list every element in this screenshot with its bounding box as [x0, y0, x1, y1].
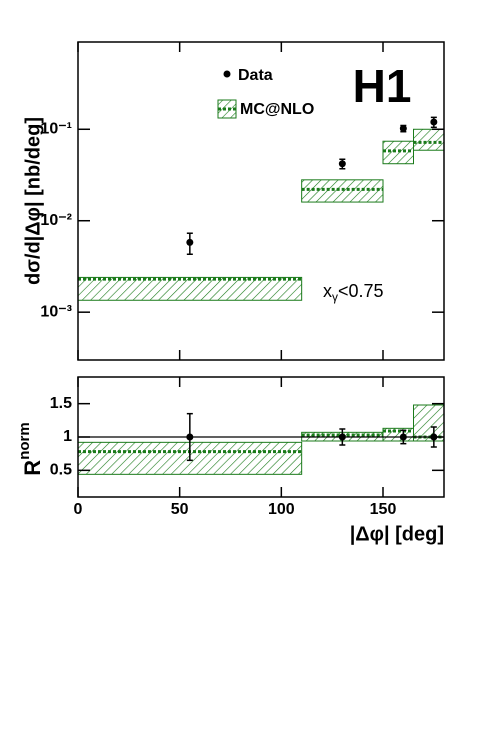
- y-tick-label: 10⁻¹: [40, 120, 72, 137]
- mc-band: [413, 128, 445, 151]
- annotation-rest: <0.75: [338, 281, 384, 301]
- data-point: [399, 433, 407, 441]
- x-axis-label: |Δφ| [deg]: [350, 523, 444, 545]
- data-point: [399, 124, 407, 132]
- mc-band: [413, 404, 445, 442]
- x-tick-label: 100: [268, 501, 295, 518]
- legend-marker: [223, 70, 231, 78]
- y-tick-label: 0.5: [50, 462, 72, 479]
- y-axis-label: Rnorm: [16, 422, 45, 475]
- legend-label: MC@NLO: [240, 101, 314, 118]
- annotation-main: x: [323, 281, 332, 301]
- mc-band: [77, 276, 303, 301]
- mc-band: [301, 179, 384, 203]
- data-point: [338, 433, 346, 441]
- x-tick-label: 50: [171, 501, 189, 518]
- y-tick-label: 1.5: [50, 395, 72, 412]
- y-axis-label-sup: norm: [16, 422, 33, 460]
- data-point: [186, 238, 194, 246]
- data-point: [430, 118, 438, 126]
- chart-title: H1: [353, 60, 412, 112]
- plot-frame: [77, 41, 445, 361]
- y-axis-label-main: R: [20, 460, 45, 476]
- data-point: [338, 160, 346, 168]
- annotation: xγ<0.75: [323, 281, 384, 304]
- y-tick-label: 10⁻³: [40, 303, 72, 320]
- x-tick-label: 150: [370, 501, 397, 518]
- y-tick-label: 1: [63, 428, 72, 445]
- y-axis-label: dσ/d|Δφ| [nb/deg]: [22, 117, 44, 285]
- legend-label: Data: [238, 67, 273, 84]
- annotation-sub: γ: [332, 290, 338, 304]
- y-tick-label: 10⁻²: [40, 212, 72, 229]
- x-tick-label: 0: [74, 501, 83, 518]
- data-point: [186, 433, 194, 441]
- mc-band: [382, 140, 414, 165]
